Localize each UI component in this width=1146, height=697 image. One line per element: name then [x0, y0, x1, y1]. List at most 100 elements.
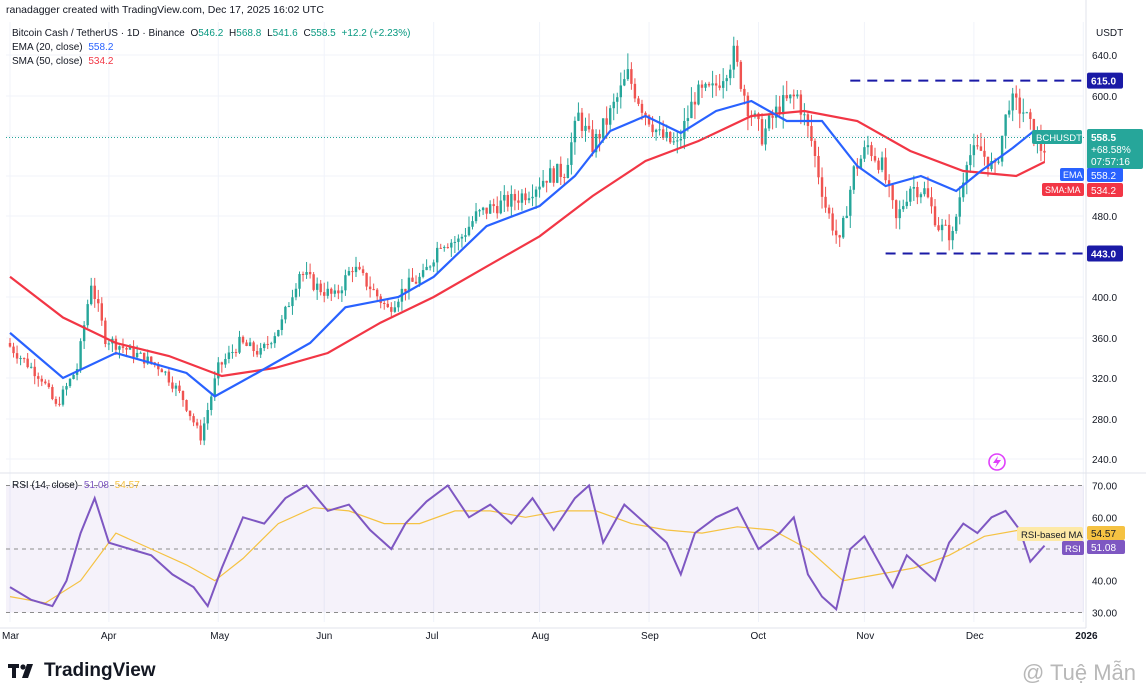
- candle-body: [760, 119, 764, 145]
- candle-body: [630, 69, 633, 84]
- candle: [916, 181, 919, 205]
- candle-body: [488, 204, 492, 214]
- candle: [68, 377, 72, 388]
- candle-body: [135, 352, 139, 358]
- candle-body: [428, 266, 432, 268]
- candle-body: [294, 288, 298, 298]
- candle: [234, 348, 238, 357]
- candle: [785, 80, 788, 102]
- candle: [104, 317, 107, 348]
- candle: [291, 289, 294, 315]
- candle-body: [580, 112, 584, 131]
- tradingview-brand[interactable]: TradingView: [8, 660, 156, 682]
- rsi-name-tag-label: RSI: [1065, 544, 1081, 555]
- low-value: 541.6: [272, 28, 298, 39]
- candle-body: [174, 385, 178, 389]
- candle-body: [330, 288, 333, 294]
- candle-body: [157, 364, 160, 370]
- candle: [1011, 87, 1014, 122]
- candle-body: [940, 224, 944, 231]
- ema-value-tag: [1087, 168, 1123, 182]
- candle-body: [905, 201, 908, 207]
- rsi-line: [9, 483, 1046, 612]
- price-tick-label: 600.0: [1092, 92, 1117, 103]
- price-grid: [6, 22, 1084, 622]
- candle-body: [721, 81, 725, 88]
- candle: [947, 214, 951, 251]
- ema-line: [9, 99, 1046, 398]
- level-tag: [1087, 245, 1123, 262]
- candle: [584, 117, 587, 142]
- candle: [368, 276, 372, 298]
- candle-body: [774, 106, 778, 118]
- candle-body: [15, 353, 19, 359]
- candle-body: [785, 95, 788, 99]
- candle-body: [983, 150, 986, 157]
- candle-body: [58, 403, 61, 405]
- candle-body: [598, 133, 601, 139]
- rsi-tick-label: 30.00: [1092, 608, 1117, 619]
- candle: [277, 329, 280, 337]
- candle-body: [591, 129, 594, 153]
- candle-body: [524, 193, 527, 201]
- candle-body: [969, 155, 972, 166]
- candle-body: [534, 189, 538, 197]
- candle: [937, 217, 940, 232]
- candle: [411, 268, 414, 282]
- candle-body: [375, 289, 379, 297]
- candle: [552, 165, 555, 187]
- candle-body: [729, 69, 732, 79]
- candle-body: [764, 128, 767, 145]
- watermark: @ Tuệ Mẫn: [1021, 660, 1136, 685]
- candle: [132, 340, 135, 364]
- candle-body: [563, 177, 566, 179]
- candle: [397, 298, 400, 312]
- candle-body: [114, 338, 118, 350]
- candle-body: [337, 290, 340, 294]
- candle: [700, 80, 704, 98]
- candle: [29, 362, 33, 369]
- candle-body: [594, 133, 598, 153]
- candle: [859, 154, 863, 170]
- candle-body: [863, 147, 866, 159]
- candle: [944, 219, 947, 226]
- candle: [527, 191, 531, 204]
- candle: [580, 107, 584, 139]
- candle-body: [188, 410, 192, 417]
- candle: [764, 119, 767, 151]
- candle-body: [778, 106, 781, 115]
- symbol-legend: Bitcoin Cash / TetherUS · 1D · Binance O…: [12, 28, 410, 39]
- candle-body: [654, 129, 658, 133]
- candle: [594, 129, 598, 158]
- candle-body: [1043, 150, 1046, 153]
- candle: [538, 177, 541, 198]
- sma-name-tag-label: SMA:MA: [1045, 185, 1081, 195]
- candle-body: [125, 347, 128, 350]
- candle: [404, 288, 407, 301]
- close-label: C: [303, 28, 311, 39]
- candle: [531, 184, 534, 207]
- symbol-name-tag-label: BCHUSDT: [1036, 133, 1082, 144]
- candle: [863, 140, 866, 163]
- candle-body: [185, 400, 188, 411]
- event-marker-icon: [988, 453, 1006, 471]
- rsi-ma-name-tag: [1017, 527, 1083, 541]
- candle: [683, 108, 686, 150]
- time-tick-label: Apr: [101, 631, 117, 642]
- candle: [82, 321, 86, 349]
- candle: [252, 340, 255, 357]
- candle-body: [425, 266, 428, 271]
- candle: [1025, 111, 1029, 114]
- brand-name: TradingView: [44, 660, 156, 681]
- candle-body: [531, 196, 534, 199]
- candle: [241, 335, 245, 345]
- candle-body: [273, 336, 276, 344]
- candle-body: [206, 410, 209, 424]
- candle-body: [640, 103, 644, 113]
- candle-body: [711, 83, 714, 86]
- candle: [612, 93, 615, 121]
- rsi-legend-label: RSI (14, close): [12, 480, 79, 491]
- candle-body: [665, 132, 668, 138]
- candle-body: [365, 273, 368, 287]
